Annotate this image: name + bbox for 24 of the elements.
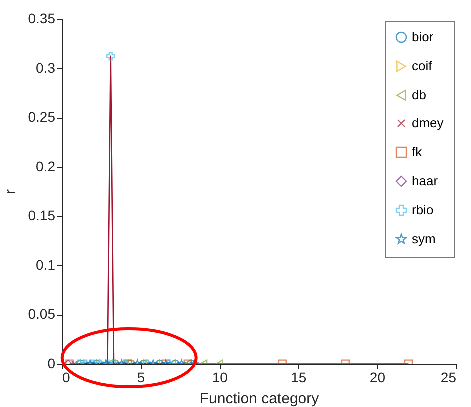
x-tick-label: 20 [370, 370, 386, 386]
legend-label: sym [412, 232, 436, 246]
x-tick-label: 25 [440, 370, 457, 386]
legend-label: coif [412, 58, 433, 74]
legend-label: bior [412, 30, 434, 44]
x-tick-label: 15 [291, 370, 307, 386]
y-tick-label: 0.15 [28, 208, 56, 224]
legend-label: db [412, 88, 426, 102]
legend-label: haar [412, 174, 439, 188]
y-tick-label: 0 [48, 356, 56, 372]
x-axis-title: Function category [200, 390, 320, 407]
x-tick-label: 5 [137, 370, 146, 386]
legend-label: dmey [412, 116, 444, 130]
y-tick-label: 0.25 [28, 109, 56, 126]
y-tick-label: 0.05 [28, 306, 56, 322]
y-tick-label: 0.1 [36, 256, 56, 273]
y-tick-label: 0.3 [36, 60, 56, 76]
y-tick-label: 0.35 [28, 10, 56, 26]
y-tick-label: 0.2 [36, 158, 56, 174]
legend-label: fk [412, 144, 423, 160]
legend-label: rbio [412, 202, 434, 218]
y-axis-title: r [2, 190, 20, 194]
x-tick-label: 0 [62, 370, 70, 386]
x-tick-label: 10 [212, 370, 228, 386]
